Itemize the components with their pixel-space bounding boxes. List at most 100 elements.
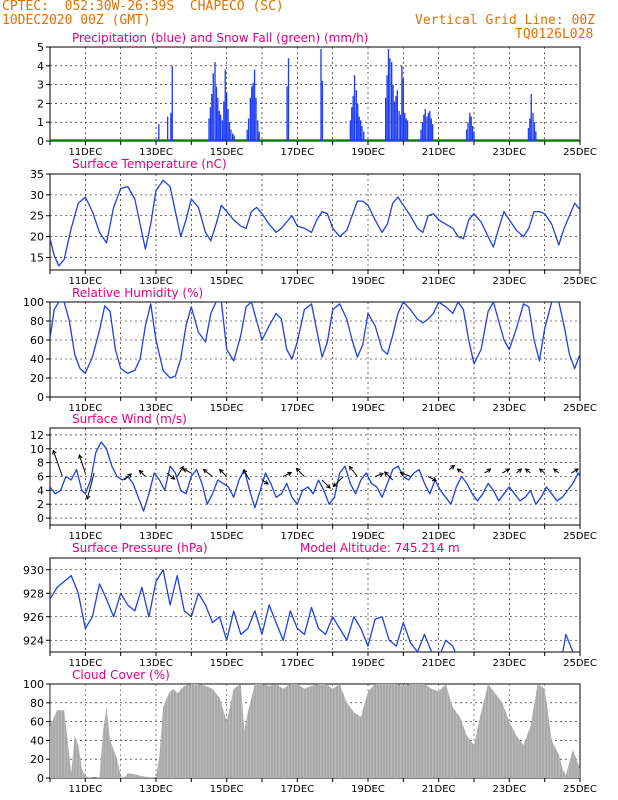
cloud-xtick-label: 11DEC [68, 784, 102, 795]
rh-ytick-label: 60 [30, 334, 44, 347]
precip-bar [170, 112, 172, 141]
header-date: 10DEC2020 00Z (GMT) [2, 13, 151, 28]
precip-bar [158, 124, 160, 141]
precip-bar [255, 97, 257, 141]
rh-xtick-label: 13DEC [139, 403, 173, 414]
precip-bar [386, 75, 388, 141]
header-code: TQ0126L028 [515, 27, 594, 42]
temp-ytick-label: 20 [30, 231, 44, 244]
precip-bar [363, 131, 365, 141]
precip-xtick-label: 25DEC [563, 147, 597, 158]
precip-ytick-label: 0 [37, 135, 44, 148]
wind-arrow-shaft [176, 466, 184, 477]
precip-bar [402, 78, 404, 141]
wind-arrow-shaft [183, 468, 192, 474]
wind-arrow-shaft [123, 473, 132, 481]
precip-bar [471, 125, 474, 141]
precip-bar [214, 62, 216, 141]
temp-panel [46, 173, 581, 274]
wind-arrow [261, 479, 269, 485]
rh-ytick-label: 100 [23, 296, 44, 309]
precip-bar [224, 69, 226, 141]
wind-arrow-shaft [166, 472, 175, 480]
precip-bar [349, 120, 351, 141]
precip-bar [351, 107, 353, 141]
wind-arrow-head [574, 468, 580, 473]
wind-xtick-label: 21DEC [422, 531, 456, 542]
precip-bar [430, 118, 432, 141]
rh-xtick-label: 25DEC [563, 403, 597, 414]
header-location: CPTEC: 052:30W-26:39S CHAPECO (SC) [2, 0, 284, 14]
temp-ytick-label: 15 [30, 251, 44, 264]
wind-arrow-shaft [427, 476, 437, 481]
wind-arrow-shaft [448, 465, 455, 470]
precip-bar [467, 122, 469, 141]
wind-ytick-label: 8 [37, 457, 44, 470]
precip-bar [208, 118, 210, 141]
precip-bar [357, 103, 359, 141]
precip-bar [227, 109, 229, 141]
wind-arrow [202, 468, 213, 477]
wind-arrow [182, 468, 192, 474]
precip-bar [232, 133, 234, 141]
precip-bar [215, 86, 218, 141]
wind-arrow-head [52, 449, 57, 455]
precip-plot [50, 48, 580, 141]
wind-arrow [123, 473, 132, 481]
cloud-ytick-label: 20 [30, 753, 44, 766]
precip-bar [473, 131, 475, 141]
precip-bar [228, 122, 231, 141]
rh-ytick-label: 80 [30, 315, 44, 328]
wind-ytick-label: 0 [37, 512, 44, 525]
wind-xtick-label: 19DEC [351, 531, 385, 542]
temp-frame [49, 173, 581, 271]
wind-arrow-head [182, 468, 188, 473]
precip-bar [470, 116, 472, 141]
wind-arrow-head [450, 464, 456, 470]
wind-arrow-shaft [219, 469, 228, 477]
precip-bar [353, 75, 356, 141]
precip-bar [404, 112, 406, 141]
precip-bar [387, 48, 390, 141]
wind-arrow [516, 468, 523, 474]
temp-xtick-label: 11DEC [68, 276, 102, 287]
precip-bar [212, 73, 214, 141]
precip-bar [469, 112, 471, 141]
wind-xtick-label: 13DEC [139, 531, 173, 542]
cloud-xtick-label: 13DEC [139, 784, 173, 795]
wind-arrow [52, 449, 63, 477]
wind-arrow-head [332, 482, 338, 488]
rh-xtick-label: 23DEC [492, 403, 526, 414]
pressure-plot [50, 569, 574, 652]
rh-title: Relative Humidity (%) [72, 286, 203, 300]
precip-bar [393, 101, 396, 141]
pressure-xtick-label: 21DEC [422, 658, 456, 669]
precip-bar [389, 58, 391, 141]
precip-bar [392, 84, 394, 141]
wind-ytick-label: 2 [37, 498, 44, 511]
wind-arrow-head [78, 454, 83, 460]
temp-ytick-label: 30 [30, 189, 44, 202]
temp-ytick-label: 25 [30, 210, 44, 223]
wind-arrow-shaft [525, 468, 531, 474]
wind-xtick-label: 23DEC [492, 531, 526, 542]
temp-xtick-label: 23DEC [492, 276, 526, 287]
precip-frame [49, 46, 581, 142]
wind-arrow [427, 476, 437, 482]
temp-ytick-label: 35 [30, 168, 44, 181]
precip-bar [426, 116, 428, 141]
temp-xtick-label: 13DEC [139, 276, 173, 287]
precip-bar [171, 65, 173, 141]
wind-arrow-shaft [539, 468, 545, 474]
rh-panel [46, 301, 581, 401]
pressure-xtick-label: 17DEC [280, 658, 314, 669]
pressure-ytick-label: 930 [23, 564, 44, 577]
rh-xtick-label: 19DEC [351, 403, 385, 414]
precip-bar [219, 114, 222, 141]
cloud-ytick-label: 100 [23, 678, 44, 691]
temp-xtick-label: 19DEC [351, 276, 385, 287]
wind-arrow-head [486, 468, 492, 473]
precip-ytick-label: 2 [37, 97, 44, 110]
rh-xtick-label: 15DEC [210, 403, 244, 414]
wind-arrow-shaft [502, 468, 510, 474]
